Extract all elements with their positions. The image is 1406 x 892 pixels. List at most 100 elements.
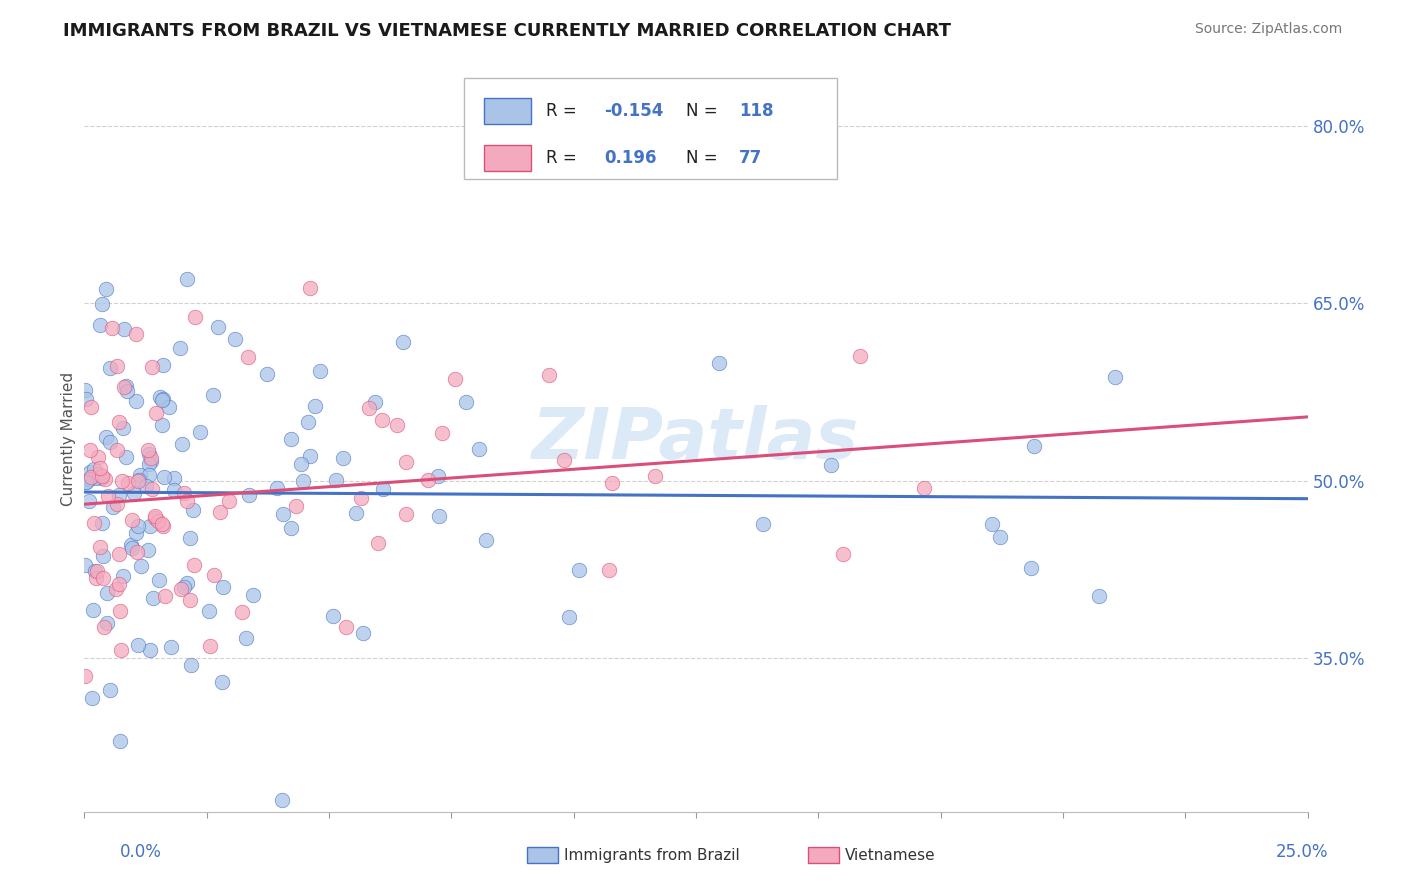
- Point: [395, 507, 418, 521]
- Text: Immigrants from Brazil: Immigrants from Brazil: [564, 848, 740, 863]
- Point: [1019, 561, 1042, 575]
- Point: [238, 350, 260, 364]
- Text: Vietnamese: Vietnamese: [845, 848, 935, 863]
- Point: [110, 475, 132, 489]
- Point: [142, 591, 165, 606]
- Point: [96, 616, 118, 631]
- Point: [136, 442, 159, 457]
- Text: 25.0%: 25.0%: [1277, 843, 1329, 861]
- Point: [468, 442, 491, 457]
- Point: [100, 434, 122, 449]
- Point: [79, 443, 101, 458]
- Point: [84, 571, 107, 585]
- Point: [138, 447, 160, 461]
- Point: [1087, 589, 1109, 603]
- Point: [86, 564, 108, 578]
- Text: IMMIGRANTS FROM BRAZIL VS VIETNAMESE CURRENTLY MARRIED CORRELATION CHART: IMMIGRANTS FROM BRAZIL VS VIETNAMESE CUR…: [63, 22, 952, 40]
- Y-axis label: Currently Married: Currently Married: [60, 372, 76, 507]
- Point: [96, 585, 118, 599]
- Point: [224, 331, 246, 345]
- Point: [84, 565, 107, 579]
- Point: [299, 449, 322, 463]
- Point: [138, 468, 160, 483]
- Point: [280, 432, 302, 446]
- Text: R =: R =: [546, 102, 576, 120]
- Point: [198, 604, 221, 618]
- Point: [980, 517, 1002, 532]
- Point: [183, 558, 205, 572]
- Point: [97, 490, 120, 504]
- Point: [849, 349, 872, 363]
- Point: [87, 450, 110, 465]
- Point: [96, 282, 118, 296]
- Point: [444, 372, 467, 386]
- Point: [111, 569, 134, 583]
- Point: [173, 580, 195, 594]
- Point: [176, 494, 198, 508]
- Point: [427, 469, 450, 483]
- Point: [271, 793, 294, 807]
- Point: [139, 453, 162, 467]
- Point: [271, 507, 294, 521]
- Point: [129, 467, 152, 482]
- Point: [101, 321, 124, 335]
- Point: [352, 626, 374, 640]
- Point: [344, 506, 367, 520]
- Point: [709, 356, 731, 370]
- Bar: [484, 145, 531, 171]
- Point: [332, 451, 354, 466]
- Point: [108, 547, 131, 561]
- Text: Source: ZipAtlas.com: Source: ZipAtlas.com: [1195, 22, 1343, 37]
- Point: [152, 418, 174, 433]
- Bar: [484, 97, 531, 124]
- Text: 77: 77: [738, 149, 762, 167]
- Point: [91, 468, 114, 483]
- Point: [231, 606, 253, 620]
- Point: [153, 470, 176, 484]
- Point: [105, 359, 128, 373]
- Point: [201, 387, 224, 401]
- Point: [108, 604, 131, 618]
- Point: [139, 643, 162, 657]
- Point: [385, 418, 408, 433]
- Point: [218, 493, 240, 508]
- Point: [152, 358, 174, 372]
- Point: [80, 690, 103, 705]
- Point: [121, 541, 143, 555]
- Point: [83, 516, 105, 531]
- Point: [80, 400, 103, 414]
- Point: [84, 471, 107, 485]
- Point: [751, 516, 773, 531]
- Point: [108, 577, 131, 591]
- Point: [242, 588, 264, 602]
- Point: [83, 461, 105, 475]
- Text: N =: N =: [686, 149, 718, 167]
- Text: -0.154: -0.154: [605, 102, 664, 120]
- Point: [127, 545, 149, 559]
- Point: [188, 425, 211, 439]
- Point: [176, 272, 198, 286]
- Point: [211, 675, 233, 690]
- Point: [112, 380, 135, 394]
- Point: [105, 582, 128, 596]
- Point: [235, 631, 257, 645]
- Point: [163, 471, 186, 485]
- Point: [135, 479, 157, 493]
- Point: [912, 481, 935, 495]
- Point: [128, 473, 150, 487]
- Point: [145, 509, 167, 524]
- Point: [82, 603, 104, 617]
- Point: [73, 668, 96, 682]
- Point: [127, 519, 149, 533]
- Point: [832, 547, 855, 561]
- FancyBboxPatch shape: [464, 78, 837, 178]
- Point: [325, 473, 347, 487]
- Point: [105, 497, 128, 511]
- Point: [202, 567, 225, 582]
- Point: [359, 401, 381, 415]
- Point: [367, 536, 389, 550]
- Point: [150, 517, 173, 532]
- Point: [152, 518, 174, 533]
- Point: [207, 319, 229, 334]
- Point: [75, 392, 97, 406]
